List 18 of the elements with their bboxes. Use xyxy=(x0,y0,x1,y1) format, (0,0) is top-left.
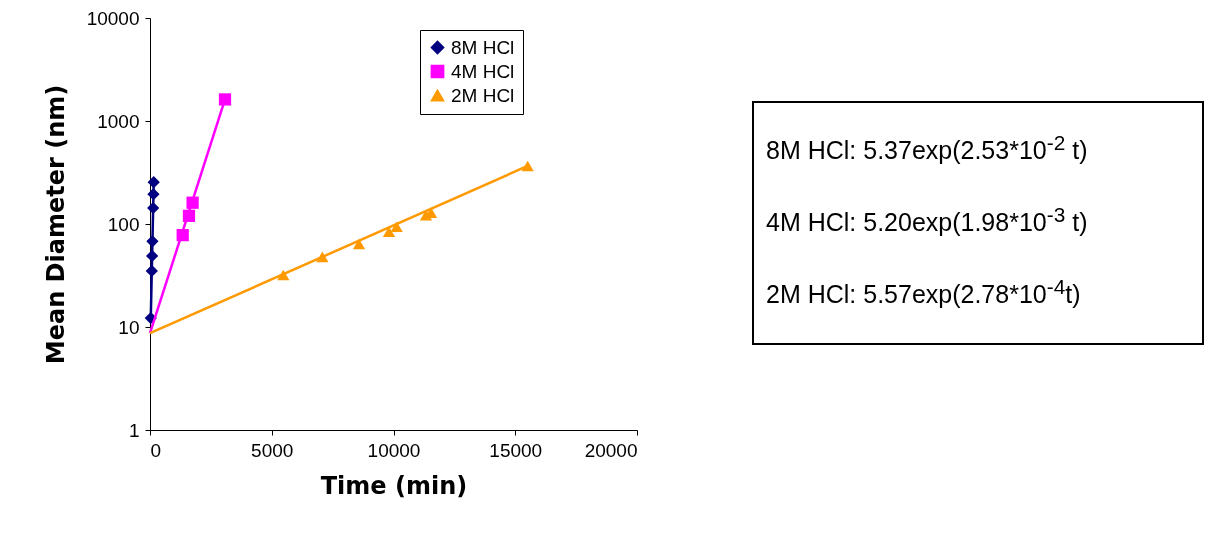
x-tick-label: 15000 xyxy=(489,439,543,461)
legend-label: 2M HCl xyxy=(451,84,515,106)
x-tick-label: 10000 xyxy=(367,439,421,461)
text: 2M HCl: 5.57exp(2.78*10$^{-4}$t) xyxy=(766,274,1082,311)
y-axis-title: Mean Diameter (nm) xyxy=(41,84,70,365)
x-tick-label: 5000 xyxy=(251,439,294,461)
text: 8M HCl: 5.37exp(2.53*10$^{-2}$ t) xyxy=(766,130,1089,167)
y-tick-label: 10000 xyxy=(86,7,140,29)
y-tick-label: 1000 xyxy=(97,110,140,132)
y-tick-label: 1 xyxy=(128,419,140,441)
y-tick-label: 100 xyxy=(107,213,140,235)
legend-label: 8M HCl xyxy=(451,36,515,58)
x-axis-title: Time (min) xyxy=(320,471,468,500)
text: 4M HCl: 5.20exp(1.98*10$^{-3}$ t) xyxy=(766,202,1089,239)
y-tick-label: 10 xyxy=(118,316,140,338)
x-tick-label: 20000 xyxy=(584,439,638,461)
x-tick-label: 0 xyxy=(150,439,162,461)
legend-label: 4M HCl xyxy=(451,60,515,82)
